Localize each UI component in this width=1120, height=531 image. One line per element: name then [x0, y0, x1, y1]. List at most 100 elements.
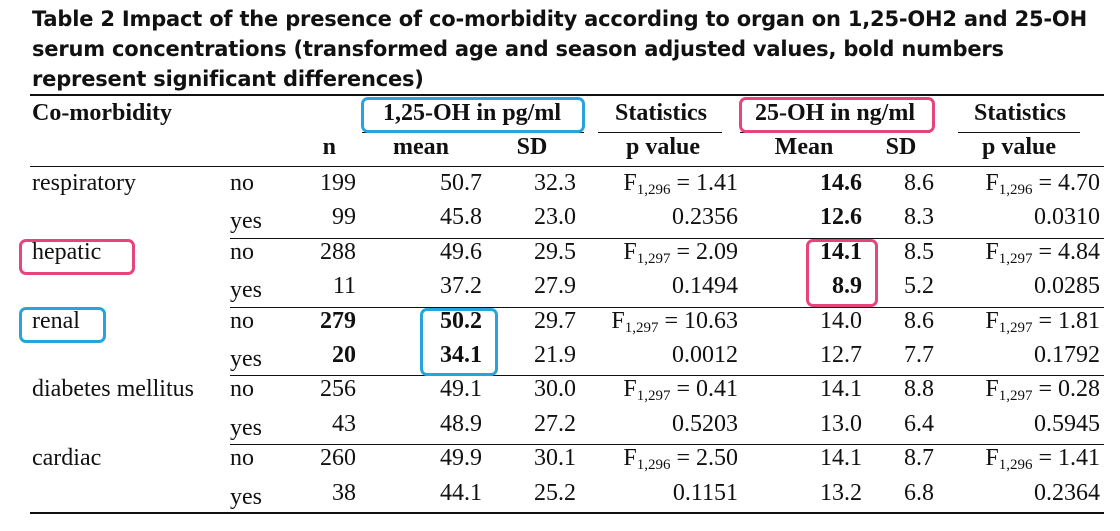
cell-stat1-f-statistic: F1,297 = 0.41 [592, 374, 738, 404]
cell-mean2: 8.9 [832, 273, 862, 300]
header-pvalue-2: p value [981, 134, 1056, 160]
f-symbol: F [985, 376, 999, 403]
row-group-divider [230, 238, 1104, 239]
cell-stat2-f-statistic: F1,296 = 1.41 [950, 443, 1100, 473]
header-mean-25: Mean [774, 134, 834, 160]
top-rule [30, 94, 1104, 96]
cell-mean2: 12.7 [820, 342, 862, 368]
f-degrees-of-freedom: 1,297 [636, 250, 671, 267]
f-degrees-of-freedom: 1,297 [998, 319, 1033, 336]
cell-label: cardiac [32, 445, 102, 472]
cell-mean1: 44.1 [440, 479, 482, 506]
cell-p1-p-value: 0.5203 [672, 410, 738, 437]
header-sd-1: SD [516, 134, 548, 160]
f-symbol: F [985, 170, 999, 196]
cell-n: 256 [320, 376, 356, 403]
cell-mean1: 49.6 [440, 238, 482, 265]
cell-n: 38 [332, 479, 356, 506]
cell-mean2: 14.1 [820, 376, 862, 403]
header-comorbidity: Co-morbidity [32, 100, 172, 126]
cell-mean1: 45.8 [440, 204, 482, 231]
cell-p1-p-value: 0.1494 [672, 273, 738, 300]
cell-answer: yes [230, 483, 262, 510]
cell-stat1-f-statistic: F1,296 = 2.50 [592, 443, 738, 473]
cell-label: respiratory [32, 170, 136, 196]
cell-p1-p-value: 0.2356 [672, 204, 738, 231]
f-value: = 0.41 [670, 376, 738, 403]
cell-answer: yes [230, 208, 262, 235]
cell-sd1: 27.2 [534, 410, 576, 437]
cell-answer: no [230, 170, 254, 196]
cell-answer: no [230, 238, 254, 265]
header-sd-2: SD [885, 134, 917, 160]
cell-sd2: 8.7 [904, 445, 934, 472]
cell-n: 288 [320, 238, 356, 265]
header-mean: mean [393, 134, 449, 160]
f-symbol: F [611, 307, 625, 334]
cell-answer: no [230, 307, 254, 334]
cell-sd1: 23.0 [534, 204, 576, 231]
f-symbol: F [623, 170, 637, 196]
cell-sd2: 8.8 [904, 376, 934, 403]
header-stats-2: Statistics [974, 100, 1066, 126]
cell-answer: no [230, 376, 254, 403]
stats2-underline [958, 132, 1080, 133]
f-symbol: F [623, 238, 637, 265]
cell-answer: yes [230, 414, 262, 441]
cell-p2-p-value: 0.1792 [1034, 342, 1100, 368]
header-rule [30, 166, 1104, 167]
cell-sd2: 8.6 [904, 307, 934, 334]
highlight-box-hepatic [19, 239, 135, 275]
cell-mean1: 50.2 [440, 307, 482, 334]
cell-sd2: 5.2 [904, 273, 934, 300]
cell-mean2: 14.6 [820, 170, 862, 196]
cell-mean2: 14.1 [820, 445, 862, 472]
highlight-box-25-header [739, 97, 935, 133]
cell-mean1: 37.2 [440, 273, 482, 300]
cell-mean2: 14.1 [820, 238, 862, 265]
cell-p2-p-value: 0.5945 [1034, 410, 1100, 437]
cell-sd2: 8.5 [904, 238, 934, 265]
f-value: = 0.28 [1032, 376, 1100, 403]
cell-stat2-f-statistic: F1,297 = 0.28 [950, 374, 1100, 404]
f-symbol: F [623, 376, 637, 403]
cell-sd2: 8.3 [904, 204, 934, 231]
cell-stat2-f-statistic: F1,297 = 4.84 [950, 237, 1100, 267]
f-degrees-of-freedom: 1,297 [998, 388, 1033, 405]
cell-sd1: 32.3 [534, 170, 576, 196]
table-caption: Table 2 Impact of the presence of co-mor… [32, 7, 1087, 91]
cell-stat1-f-statistic: F1,296 = 1.41 [592, 168, 738, 198]
f-symbol: F [985, 238, 999, 265]
cell-mean1: 48.9 [440, 410, 482, 437]
cell-mean2: 12.6 [820, 204, 862, 231]
bottom-rule [30, 512, 1104, 514]
f-value: = 4.70 [1032, 170, 1100, 196]
f-symbol: F [985, 307, 999, 334]
f-degrees-of-freedom: 1,296 [998, 182, 1033, 198]
header-group-25: 25-OH in ng/ml [754, 100, 916, 126]
cell-answer: yes [230, 277, 262, 304]
cell-n: 11 [332, 273, 356, 300]
highlight-box-125-header [361, 97, 585, 133]
cell-sd1: 29.5 [534, 238, 576, 265]
cell-label: renal [32, 307, 80, 334]
cell-sd2: 6.8 [904, 479, 934, 506]
cell-mean2: 13.2 [820, 479, 862, 506]
f-symbol: F [623, 445, 637, 472]
cell-p1-p-value: 0.0012 [672, 342, 738, 368]
cell-sd1: 29.7 [534, 307, 576, 334]
f-value: = 10.63 [658, 307, 738, 334]
cell-sd1: 21.9 [534, 342, 576, 368]
f-value: = 2.50 [670, 445, 738, 472]
cell-stat2-f-statistic: F1,297 = 1.81 [950, 306, 1100, 336]
cell-p1-p-value: 0.1151 [672, 479, 738, 506]
f-value: = 1.41 [1032, 445, 1100, 472]
cell-sd2: 8.6 [904, 170, 934, 196]
cell-label: diabetes mellitus [32, 376, 194, 403]
cell-n: 279 [320, 307, 356, 334]
row-group-divider [230, 444, 1104, 445]
f-degrees-of-freedom: 1,297 [998, 250, 1033, 267]
cell-mean1: 49.1 [440, 376, 482, 403]
cell-mean1: 34.1 [440, 342, 482, 368]
cell-mean2: 14.0 [820, 307, 862, 334]
